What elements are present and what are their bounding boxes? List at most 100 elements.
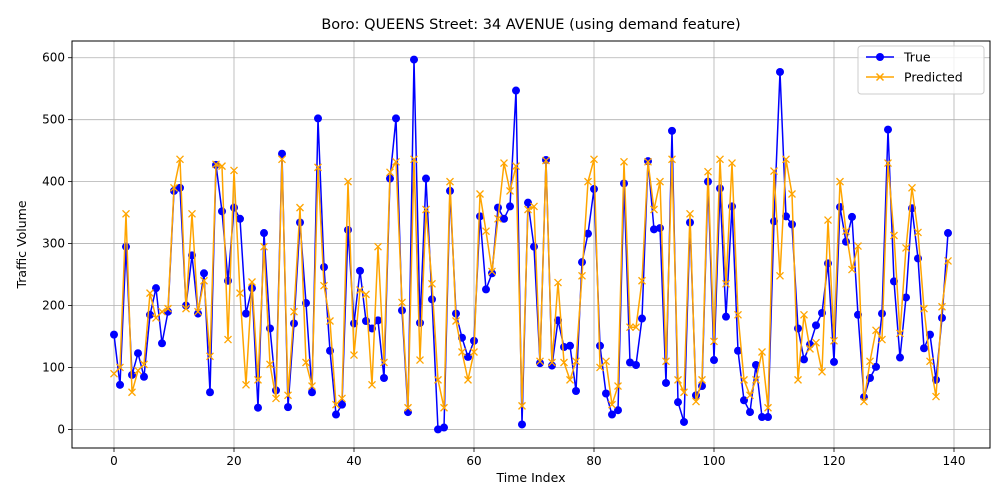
grid-layer [72,41,990,448]
y-tick-label: 600 [42,51,65,65]
data-point-predicted [164,304,172,313]
data-point-predicted [464,375,472,384]
data-point-predicted [476,190,484,198]
data-point-predicted [836,177,844,186]
data-point-predicted [800,310,808,319]
data-point-predicted [188,209,196,218]
data-point-predicted [758,348,766,356]
data-point-predicted [428,279,436,288]
data-point-predicted [542,156,550,165]
data-point-true [434,425,442,434]
data-point-predicted [704,167,712,176]
data-point-true [440,423,448,432]
data-point-true [632,360,640,369]
data-point-true [518,420,526,429]
data-point-predicted [290,307,298,316]
data-point-predicted [338,394,346,403]
data-point-predicted [530,202,538,211]
data-point-true [308,388,316,397]
data-point-predicted [242,380,250,389]
data-point-predicted [470,348,478,356]
data-point-predicted [890,231,898,240]
data-point-predicted [782,155,790,164]
data-point-true [110,330,118,339]
x-axis-label: Time Index [496,470,566,485]
data-point-predicted [614,382,622,391]
x-tick-label: 20 [226,454,241,468]
data-point-predicted [332,400,340,409]
data-point-predicted [506,186,514,195]
data-point-true [488,269,496,278]
data-point-predicted [374,242,382,251]
data-point-predicted [884,159,892,167]
data-point-true [152,284,160,293]
data-point-true [776,67,784,76]
data-point-predicted [158,307,166,316]
data-point-true [482,285,490,294]
data-point-predicted [626,323,634,332]
data-point-predicted [422,205,430,214]
data-point-predicted [878,335,886,344]
data-point-predicted [608,400,616,409]
legend-predicted-marker [875,72,885,82]
data-point-true [680,417,688,426]
data-point-true [578,258,586,267]
data-point-predicted [488,267,496,276]
data-point-predicted [536,357,544,366]
data-point-true [872,362,880,371]
data-point-true [590,185,598,194]
data-point-true [710,356,718,365]
data-point-true [476,212,484,221]
data-point-predicted [938,302,946,311]
data-point-predicted [812,338,820,347]
x-tick-label: 40 [346,454,361,468]
data-point-predicted [116,363,124,372]
data-point-true [362,317,370,326]
data-point-predicted [206,352,214,361]
data-point-predicted [776,271,784,280]
chart-title: Boro: QUEENS Street: 34 AVENUE (using de… [321,17,740,33]
data-point-predicted [236,289,244,298]
data-point-true [158,339,166,348]
data-point-predicted [284,391,292,400]
data-point-predicted [686,209,694,218]
x-tick-label: 120 [823,454,846,468]
data-point-true [782,212,790,221]
data-point-predicted [146,289,154,298]
data-point-predicted [656,177,664,186]
data-point-predicted [194,307,202,316]
data-point-true [584,229,592,238]
data-point-true [608,410,616,419]
data-point-true [926,330,934,339]
data-point-predicted [668,155,676,164]
data-point-predicted [788,190,796,198]
data-point-predicted [932,392,940,401]
data-point-true [536,359,544,368]
data-point-predicted [446,177,454,186]
data-point-predicted [560,358,568,367]
data-point-predicted [320,281,328,290]
data-point-predicted [512,162,520,171]
data-point-predicted [170,183,178,192]
data-point-true [626,358,634,367]
data-point-predicted [842,227,850,236]
data-point-predicted [830,336,838,345]
data-point-predicted [596,363,604,372]
data-point-true [830,357,838,366]
data-point-predicted [356,286,364,294]
data-point-true [200,269,208,278]
data-point-predicted [860,397,868,406]
data-point-true [566,341,574,350]
y-tick-label: 0 [57,422,65,436]
data-point-predicted [692,397,700,406]
data-point-predicted [362,290,370,299]
legend-true-marker [876,53,884,61]
data-point-predicted [128,388,136,397]
data-point-true [242,309,250,318]
legend-label-predicted: Predicted [904,70,963,85]
data-point-predicted [176,155,184,164]
data-point-predicted [314,163,322,172]
data-point-true [254,403,262,412]
data-point-true [422,174,430,183]
